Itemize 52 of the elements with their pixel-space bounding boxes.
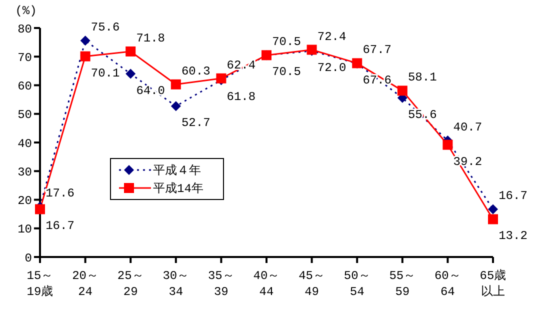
y-tick-label: 60 — [18, 80, 32, 94]
x-tick-label: 15～19歳 — [26, 269, 54, 299]
x-tick-label: 35～39 — [208, 269, 234, 299]
point — [35, 204, 45, 214]
x-tick-label: 50～54 — [344, 269, 370, 299]
point — [488, 214, 498, 224]
x-tick-label: 65歳以上 — [480, 269, 506, 299]
y-tick-label: 30 — [18, 165, 32, 180]
data-label: 70.5 — [272, 35, 301, 50]
point — [126, 46, 136, 56]
y-axis-title: (%) — [15, 4, 37, 18]
point — [170, 101, 181, 112]
x-tick-label: 40～44 — [253, 269, 280, 299]
data-label: 16.7 — [498, 189, 528, 204]
data-label: 13.2 — [498, 229, 528, 244]
y-tick-label: 0 — [24, 251, 32, 266]
x-tick-label: 25～29 — [117, 269, 144, 299]
data-label: 16.7 — [46, 219, 74, 234]
x-tick-label: 60～64 — [434, 269, 461, 299]
y-tick-label: 40 — [18, 136, 32, 151]
point — [442, 140, 453, 150]
point — [80, 36, 90, 46]
data-label: 52.7 — [181, 116, 210, 130]
data-label: 40.7 — [453, 120, 482, 134]
point — [488, 204, 498, 214]
data-label: 72.4 — [317, 30, 346, 44]
y-tick-label: 10 — [18, 222, 32, 237]
point — [126, 68, 136, 79]
y-tick-label: 80 — [18, 22, 32, 36]
data-label: 75.6 — [90, 20, 120, 35]
data-label: 17.6 — [46, 186, 74, 201]
legend-label: 平成４年 — [153, 162, 201, 178]
data-label: 70.5 — [272, 65, 301, 80]
x-tick-label: 30～34 — [162, 269, 190, 299]
legend-label: 平成14年 — [153, 180, 204, 196]
point — [80, 51, 90, 62]
x-tick-label: 45～49 — [298, 269, 326, 299]
y-tick-label: 70 — [18, 50, 32, 65]
data-label: 64.0 — [136, 84, 166, 98]
y-tick-label: 20 — [18, 194, 32, 208]
data-label: 58.1 — [408, 70, 437, 85]
point — [170, 79, 181, 90]
data-label: 71.8 — [136, 31, 166, 46]
point — [397, 86, 408, 96]
data-label: 67.7 — [362, 43, 392, 58]
x-tick-label: 20～24 — [72, 269, 99, 299]
data-label: 61.8 — [226, 90, 256, 104]
data-label: 72.0 — [317, 60, 346, 75]
data-label: 70.1 — [90, 66, 120, 80]
x-tick-label: 55～59 — [389, 269, 416, 299]
y-tick-label: 50 — [18, 108, 32, 122]
data-label: 60.3 — [181, 64, 210, 78]
